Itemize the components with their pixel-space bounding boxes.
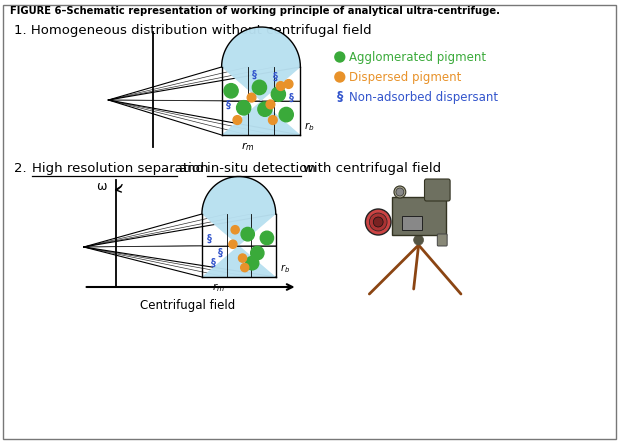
Text: §: § xyxy=(207,234,212,244)
FancyBboxPatch shape xyxy=(392,197,446,235)
Circle shape xyxy=(239,254,246,262)
Text: §: § xyxy=(289,93,294,103)
FancyBboxPatch shape xyxy=(3,5,616,439)
Text: §: § xyxy=(226,99,231,110)
Circle shape xyxy=(335,72,345,82)
Text: in-situ detection: in-situ detection xyxy=(207,162,320,175)
Circle shape xyxy=(394,186,406,198)
Text: §: § xyxy=(252,70,257,80)
Circle shape xyxy=(246,256,259,270)
Text: $r_m$: $r_m$ xyxy=(241,140,255,153)
Polygon shape xyxy=(202,176,276,277)
Circle shape xyxy=(266,100,275,109)
Circle shape xyxy=(247,93,256,102)
Text: §: § xyxy=(273,72,278,82)
Circle shape xyxy=(241,228,255,241)
Circle shape xyxy=(365,209,391,235)
FancyBboxPatch shape xyxy=(437,234,447,246)
Circle shape xyxy=(335,52,345,62)
Text: 1. Homogeneous distribution without centrifugal field: 1. Homogeneous distribution without cent… xyxy=(14,24,372,37)
Circle shape xyxy=(284,80,293,88)
Circle shape xyxy=(369,213,387,231)
Text: Dispersed pigment: Dispersed pigment xyxy=(348,71,461,84)
Circle shape xyxy=(279,107,294,122)
Circle shape xyxy=(277,82,285,91)
Circle shape xyxy=(272,87,285,101)
Polygon shape xyxy=(222,27,301,135)
Text: $r_m$: $r_m$ xyxy=(212,281,225,294)
Circle shape xyxy=(268,116,277,125)
Text: with centrifugal field: with centrifugal field xyxy=(304,162,442,175)
Text: 2.: 2. xyxy=(14,162,31,175)
Circle shape xyxy=(258,102,272,116)
Circle shape xyxy=(414,235,423,245)
Circle shape xyxy=(224,84,238,98)
FancyBboxPatch shape xyxy=(402,216,421,230)
Text: §: § xyxy=(218,248,223,258)
Text: ω: ω xyxy=(96,180,106,193)
Text: High resolution separation: High resolution separation xyxy=(32,162,212,175)
Text: §: § xyxy=(210,258,215,268)
Circle shape xyxy=(251,246,264,260)
Circle shape xyxy=(229,240,237,248)
Text: §: § xyxy=(336,91,343,103)
Text: Centrifugal field: Centrifugal field xyxy=(139,299,235,312)
Text: and: and xyxy=(180,162,209,175)
Circle shape xyxy=(233,116,242,125)
Polygon shape xyxy=(202,176,276,277)
Text: Non-adsorbed dispersant: Non-adsorbed dispersant xyxy=(348,91,498,103)
Polygon shape xyxy=(222,27,301,135)
Circle shape xyxy=(231,225,239,234)
Text: FIGURE 6–Schematic representation of working principle of analytical ultra-centr: FIGURE 6–Schematic representation of wor… xyxy=(10,6,500,16)
FancyBboxPatch shape xyxy=(425,179,450,201)
Circle shape xyxy=(374,217,383,227)
Text: $r_b$: $r_b$ xyxy=(304,120,315,133)
Text: Agglomerated pigment: Agglomerated pigment xyxy=(348,50,486,64)
Circle shape xyxy=(241,263,249,272)
Circle shape xyxy=(237,101,251,115)
Text: $r_b$: $r_b$ xyxy=(280,262,290,275)
Circle shape xyxy=(253,80,266,95)
Circle shape xyxy=(260,231,273,245)
Circle shape xyxy=(396,188,404,196)
